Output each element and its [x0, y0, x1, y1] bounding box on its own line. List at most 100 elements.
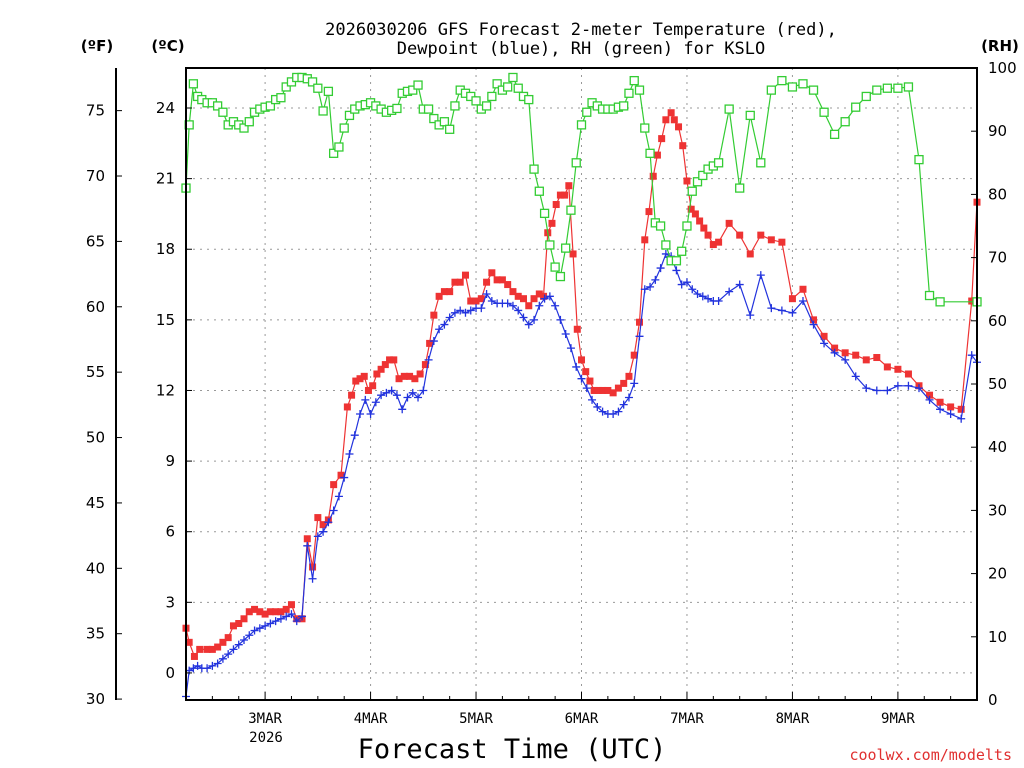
dewpoint-point [551, 301, 560, 310]
temperature-point [519, 295, 527, 303]
rh-point [513, 83, 523, 93]
temperature-point [343, 403, 351, 411]
dewpoint-point [250, 626, 259, 635]
rh-point [713, 158, 724, 168]
dewpoint-point [189, 664, 198, 673]
rh-point [492, 79, 502, 89]
temperature-point [767, 236, 775, 244]
dewpoint-point [862, 384, 871, 393]
temperature-point [799, 285, 807, 293]
temperature-point [426, 339, 434, 347]
temperature-point [757, 231, 765, 239]
temperature-point [936, 398, 944, 406]
dewpoint-point [540, 294, 549, 303]
dewpoint-point [356, 410, 365, 419]
temperature-point [224, 634, 232, 642]
rh-point [756, 158, 766, 168]
x-axis-title: Forecast Time (UTC) [358, 734, 667, 765]
dewpoint-point [946, 410, 955, 419]
dewpoint-point [704, 294, 713, 303]
x-day-tick-label: 6MAR [565, 711, 599, 727]
dewpoint-point [477, 304, 486, 313]
dewpoint-point [398, 405, 407, 414]
dewpoint-point [319, 527, 328, 536]
temperature-point [214, 643, 222, 651]
dewpoint-point [677, 280, 686, 289]
temperature-point [446, 288, 454, 296]
dewpoint-point [788, 308, 797, 317]
rh-point [318, 106, 328, 116]
dewpoint-point [429, 337, 438, 346]
temperature-point [625, 372, 633, 380]
rh-point [582, 107, 592, 117]
rh-point [555, 271, 566, 282]
dewpoint-point [588, 395, 597, 404]
temperature-point [229, 622, 237, 630]
dewpoint-point [556, 315, 565, 324]
temperature-point [461, 271, 469, 279]
y-celsius-tick-label: 6 [165, 523, 175, 541]
temperature-point [251, 605, 259, 613]
temperature-point [968, 297, 976, 305]
unit-label-fahrenheit: (ºF) [81, 37, 113, 55]
dewpoint-point [424, 355, 433, 364]
y-celsius-tick-label: 21 [156, 170, 175, 188]
temperature-point [504, 281, 512, 289]
dewpoint-point [693, 289, 702, 298]
dewpoint-point [450, 308, 459, 317]
temperature-point [190, 652, 198, 660]
dewpoint-point [234, 640, 243, 649]
temperature-point [609, 389, 617, 397]
y-rh-tick-label: 80 [988, 185, 1007, 203]
dewpoint-point [582, 384, 591, 393]
rh-point [624, 88, 634, 98]
dewpoint-point [282, 612, 291, 621]
dewpoint-point [255, 624, 264, 633]
unit-label-celsius: (ºC) [151, 37, 184, 55]
y-rh-tick-label: 70 [988, 249, 1007, 267]
rh-point [924, 290, 935, 301]
dewpoint-point [630, 379, 639, 388]
temperature-point [645, 208, 653, 216]
temperature-point [614, 384, 622, 392]
dewpoint-point [672, 266, 681, 275]
temperature-point [435, 292, 443, 300]
dewpoint-point [340, 473, 349, 482]
y-celsius-tick-label: 0 [165, 664, 175, 682]
rh-point [893, 83, 903, 93]
dewpoint-point [609, 410, 618, 419]
dewpoint-point [261, 621, 270, 630]
temperature-point [277, 608, 285, 616]
dewpoint-point [387, 386, 396, 395]
temperature-point [725, 219, 733, 227]
y-rh-tick-label: 60 [988, 312, 1007, 330]
temperature-point [348, 391, 356, 399]
dewpoint-point [334, 492, 343, 501]
dewpoint-point [419, 386, 428, 395]
y-fahrenheit-tick-label: 45 [86, 494, 105, 512]
chart-title-line1: 2026030206 GFS Forecast 2-meter Temperat… [325, 20, 837, 40]
x-day-tick-label: 5MAR [459, 711, 493, 727]
temperature-point [670, 116, 678, 124]
rh-point [281, 82, 291, 92]
y-fahrenheit-tick-label: 35 [86, 625, 105, 643]
dewpoint-point [366, 410, 375, 419]
temperature-point [926, 391, 934, 399]
dewpoint-point [440, 320, 449, 329]
dewpoint-point [466, 306, 475, 315]
dewpoint-point [640, 285, 649, 294]
temperature-point [352, 377, 360, 385]
rh-point [851, 102, 861, 112]
rh-point [408, 85, 418, 95]
rh-point [307, 77, 318, 87]
credit-text: coolwx.com/modelts [849, 746, 1012, 764]
dewpoint-point [445, 313, 454, 322]
dewpoint-point [777, 306, 786, 315]
temperature-point [467, 297, 475, 305]
rh-point [655, 221, 666, 231]
temperature-point [904, 370, 912, 378]
dewpoint-point [635, 332, 644, 341]
temperature-point [658, 135, 666, 143]
temperature-point [599, 386, 607, 394]
temperature-point [586, 377, 594, 385]
